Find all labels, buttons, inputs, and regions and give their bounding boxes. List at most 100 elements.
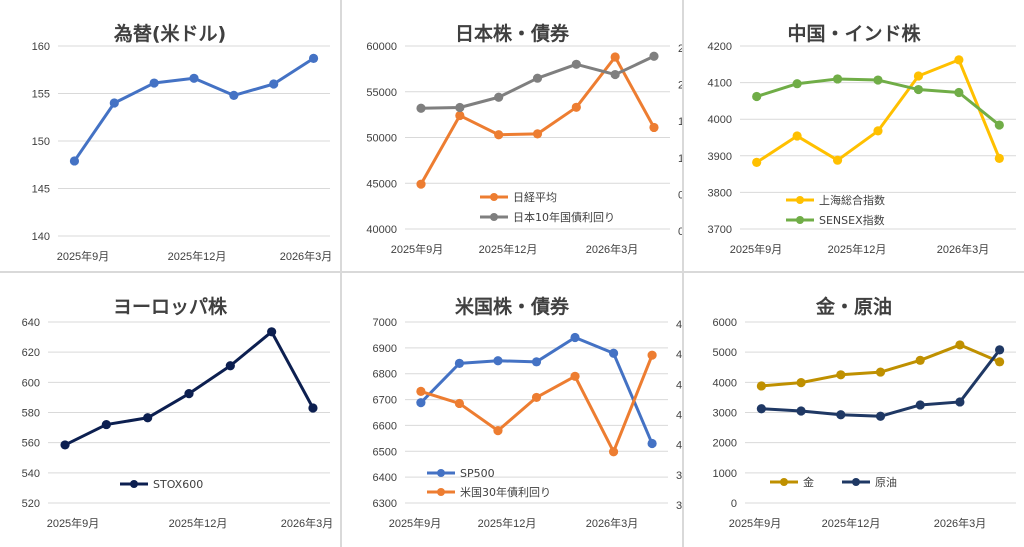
y2-tick-label: 2 bbox=[678, 80, 682, 92]
y-tick-label: 60000 bbox=[366, 41, 397, 53]
y-tick-label: 40000 bbox=[366, 224, 397, 236]
data-point bbox=[954, 55, 964, 65]
y2-tick-label: 4.3 bbox=[676, 349, 682, 361]
data-point bbox=[873, 126, 883, 136]
x-tick-label: 2025年12月 bbox=[828, 242, 887, 256]
data-point bbox=[143, 413, 153, 423]
data-point bbox=[796, 378, 806, 388]
data-point bbox=[832, 74, 843, 84]
y-tick-label: 580 bbox=[22, 408, 40, 420]
data-point bbox=[610, 52, 620, 62]
legend-marker bbox=[852, 478, 860, 486]
data-point bbox=[995, 345, 1005, 355]
data-point bbox=[915, 400, 925, 410]
data-point bbox=[649, 51, 659, 61]
series-line bbox=[64, 330, 315, 447]
data-point bbox=[608, 348, 619, 358]
legend-label: 上海総合指数 bbox=[819, 193, 885, 207]
y-tick-label: 3800 bbox=[708, 187, 732, 199]
y-tick-label: 620 bbox=[22, 347, 40, 359]
data-point bbox=[455, 110, 465, 121]
data-point bbox=[647, 350, 657, 360]
data-point bbox=[752, 157, 762, 167]
legend-marker bbox=[780, 478, 788, 486]
x-tick-label: 2026年3月 bbox=[937, 242, 990, 256]
y-tick-label: 6700 bbox=[373, 395, 397, 407]
legend-marker bbox=[796, 196, 804, 204]
data-point bbox=[69, 156, 80, 166]
legend-label: 米国30年債利回り bbox=[460, 485, 551, 499]
data-point bbox=[994, 153, 1004, 163]
y-tick-label: 6500 bbox=[373, 446, 397, 458]
data-point bbox=[832, 155, 843, 165]
y-tick-label: 640 bbox=[22, 317, 40, 329]
x-tick-label: 2026年3月 bbox=[280, 249, 333, 263]
chart-title: 日本株・債券 bbox=[455, 22, 570, 45]
y2-tick-label: 3.8 bbox=[676, 500, 682, 512]
data-point bbox=[101, 419, 111, 430]
chart-svg: 金・原油010002000300040005000600002040608010… bbox=[713, 295, 1016, 530]
series-line bbox=[755, 58, 1001, 164]
y-tick-label: 600 bbox=[22, 377, 40, 389]
data-point bbox=[149, 78, 159, 88]
data-point bbox=[796, 406, 806, 416]
data-point bbox=[994, 120, 1004, 130]
legend-label: 日経平均 bbox=[513, 191, 557, 204]
data-point bbox=[836, 410, 846, 420]
legend-label: 原油 bbox=[875, 475, 897, 489]
data-point bbox=[792, 131, 802, 141]
data-point bbox=[225, 361, 235, 371]
data-point bbox=[493, 426, 503, 436]
data-point bbox=[229, 90, 239, 100]
y-tick-label: 6800 bbox=[373, 369, 397, 381]
y2-tick-label: 1 bbox=[678, 153, 682, 165]
x-tick-label: 2025年12月 bbox=[479, 242, 538, 256]
data-point bbox=[454, 398, 465, 409]
y-tick-label: 4000 bbox=[713, 377, 737, 389]
data-point bbox=[875, 367, 886, 377]
y-tick-label: 6400 bbox=[373, 472, 397, 484]
data-point bbox=[532, 73, 543, 83]
y-tick-label: 0 bbox=[731, 498, 737, 510]
data-point bbox=[308, 403, 318, 413]
data-point bbox=[416, 179, 426, 189]
data-point bbox=[954, 87, 964, 98]
y2-tick-label: 4 bbox=[676, 440, 682, 452]
y2-tick-label: 0.5 bbox=[678, 189, 682, 201]
y-tick-label: 55000 bbox=[366, 87, 397, 99]
legend-label: SP500 bbox=[460, 467, 495, 480]
legend-marker bbox=[796, 216, 804, 224]
y2-tick-label: 4.4 bbox=[676, 319, 682, 331]
data-point bbox=[875, 411, 886, 421]
y-tick-label: 3000 bbox=[713, 408, 737, 420]
legend-label: 金 bbox=[803, 475, 814, 489]
y-tick-label: 6000 bbox=[713, 317, 737, 329]
x-tick-label: 2025年9月 bbox=[389, 516, 442, 530]
y-tick-label: 520 bbox=[22, 498, 40, 510]
y-tick-label: 145 bbox=[32, 184, 50, 196]
y-tick-label: 1000 bbox=[713, 468, 737, 480]
data-point bbox=[531, 392, 542, 403]
data-point bbox=[531, 357, 542, 367]
y-tick-label: 540 bbox=[22, 468, 40, 480]
y-tick-label: 4200 bbox=[708, 41, 732, 53]
data-point bbox=[913, 84, 924, 95]
legend-label: STOX600 bbox=[153, 478, 203, 491]
data-point bbox=[756, 404, 766, 414]
data-point bbox=[792, 79, 802, 89]
data-point bbox=[308, 53, 319, 63]
y-tick-label: 4000 bbox=[708, 114, 732, 126]
y-tick-label: 4100 bbox=[708, 78, 732, 90]
y-tick-label: 6300 bbox=[373, 498, 397, 510]
y-tick-label: 2000 bbox=[713, 438, 737, 450]
x-tick-label: 2025年12月 bbox=[169, 516, 228, 530]
y2-tick-label: 1.5 bbox=[678, 116, 682, 128]
data-point bbox=[189, 73, 199, 83]
data-point bbox=[184, 389, 194, 399]
chart-title: 為替(米ドル) bbox=[114, 22, 226, 45]
x-tick-label: 2026年3月 bbox=[586, 242, 639, 256]
y2-tick-label: 0 bbox=[678, 226, 682, 238]
y-tick-label: 45000 bbox=[366, 178, 397, 190]
legend-marker bbox=[490, 213, 498, 221]
